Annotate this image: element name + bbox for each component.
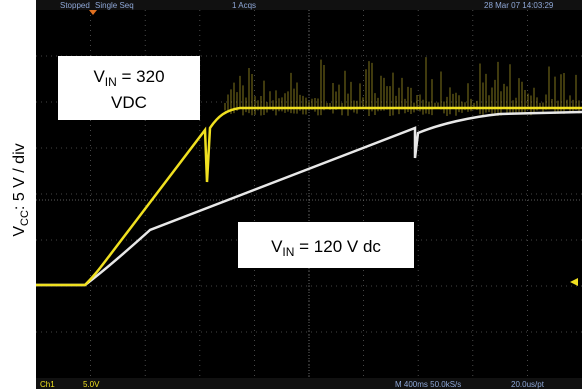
channel: Ch1 [40, 380, 55, 389]
status-time: 28 Mar 07 14:03:29 [484, 1, 554, 10]
bottom-bar [36, 378, 582, 389]
annotation: VDC [111, 93, 147, 112]
scope-figure: Stopped Single Seq 1 Acqs 28 Mar 07 14:0… [0, 0, 582, 389]
annotation: VIN = 320 [93, 67, 164, 89]
y-axis-label: VCC: 5 V / div [11, 143, 31, 236]
channel-scale: 5.0V [83, 380, 100, 389]
timebase: M 400ms 50.0kS/s [395, 380, 461, 389]
status-state: Stopped [60, 1, 90, 10]
resolution: 20.0us/pt [511, 380, 545, 389]
status-mode: Single Seq [95, 1, 134, 10]
status-acqs: 1 Acqs [232, 1, 256, 10]
